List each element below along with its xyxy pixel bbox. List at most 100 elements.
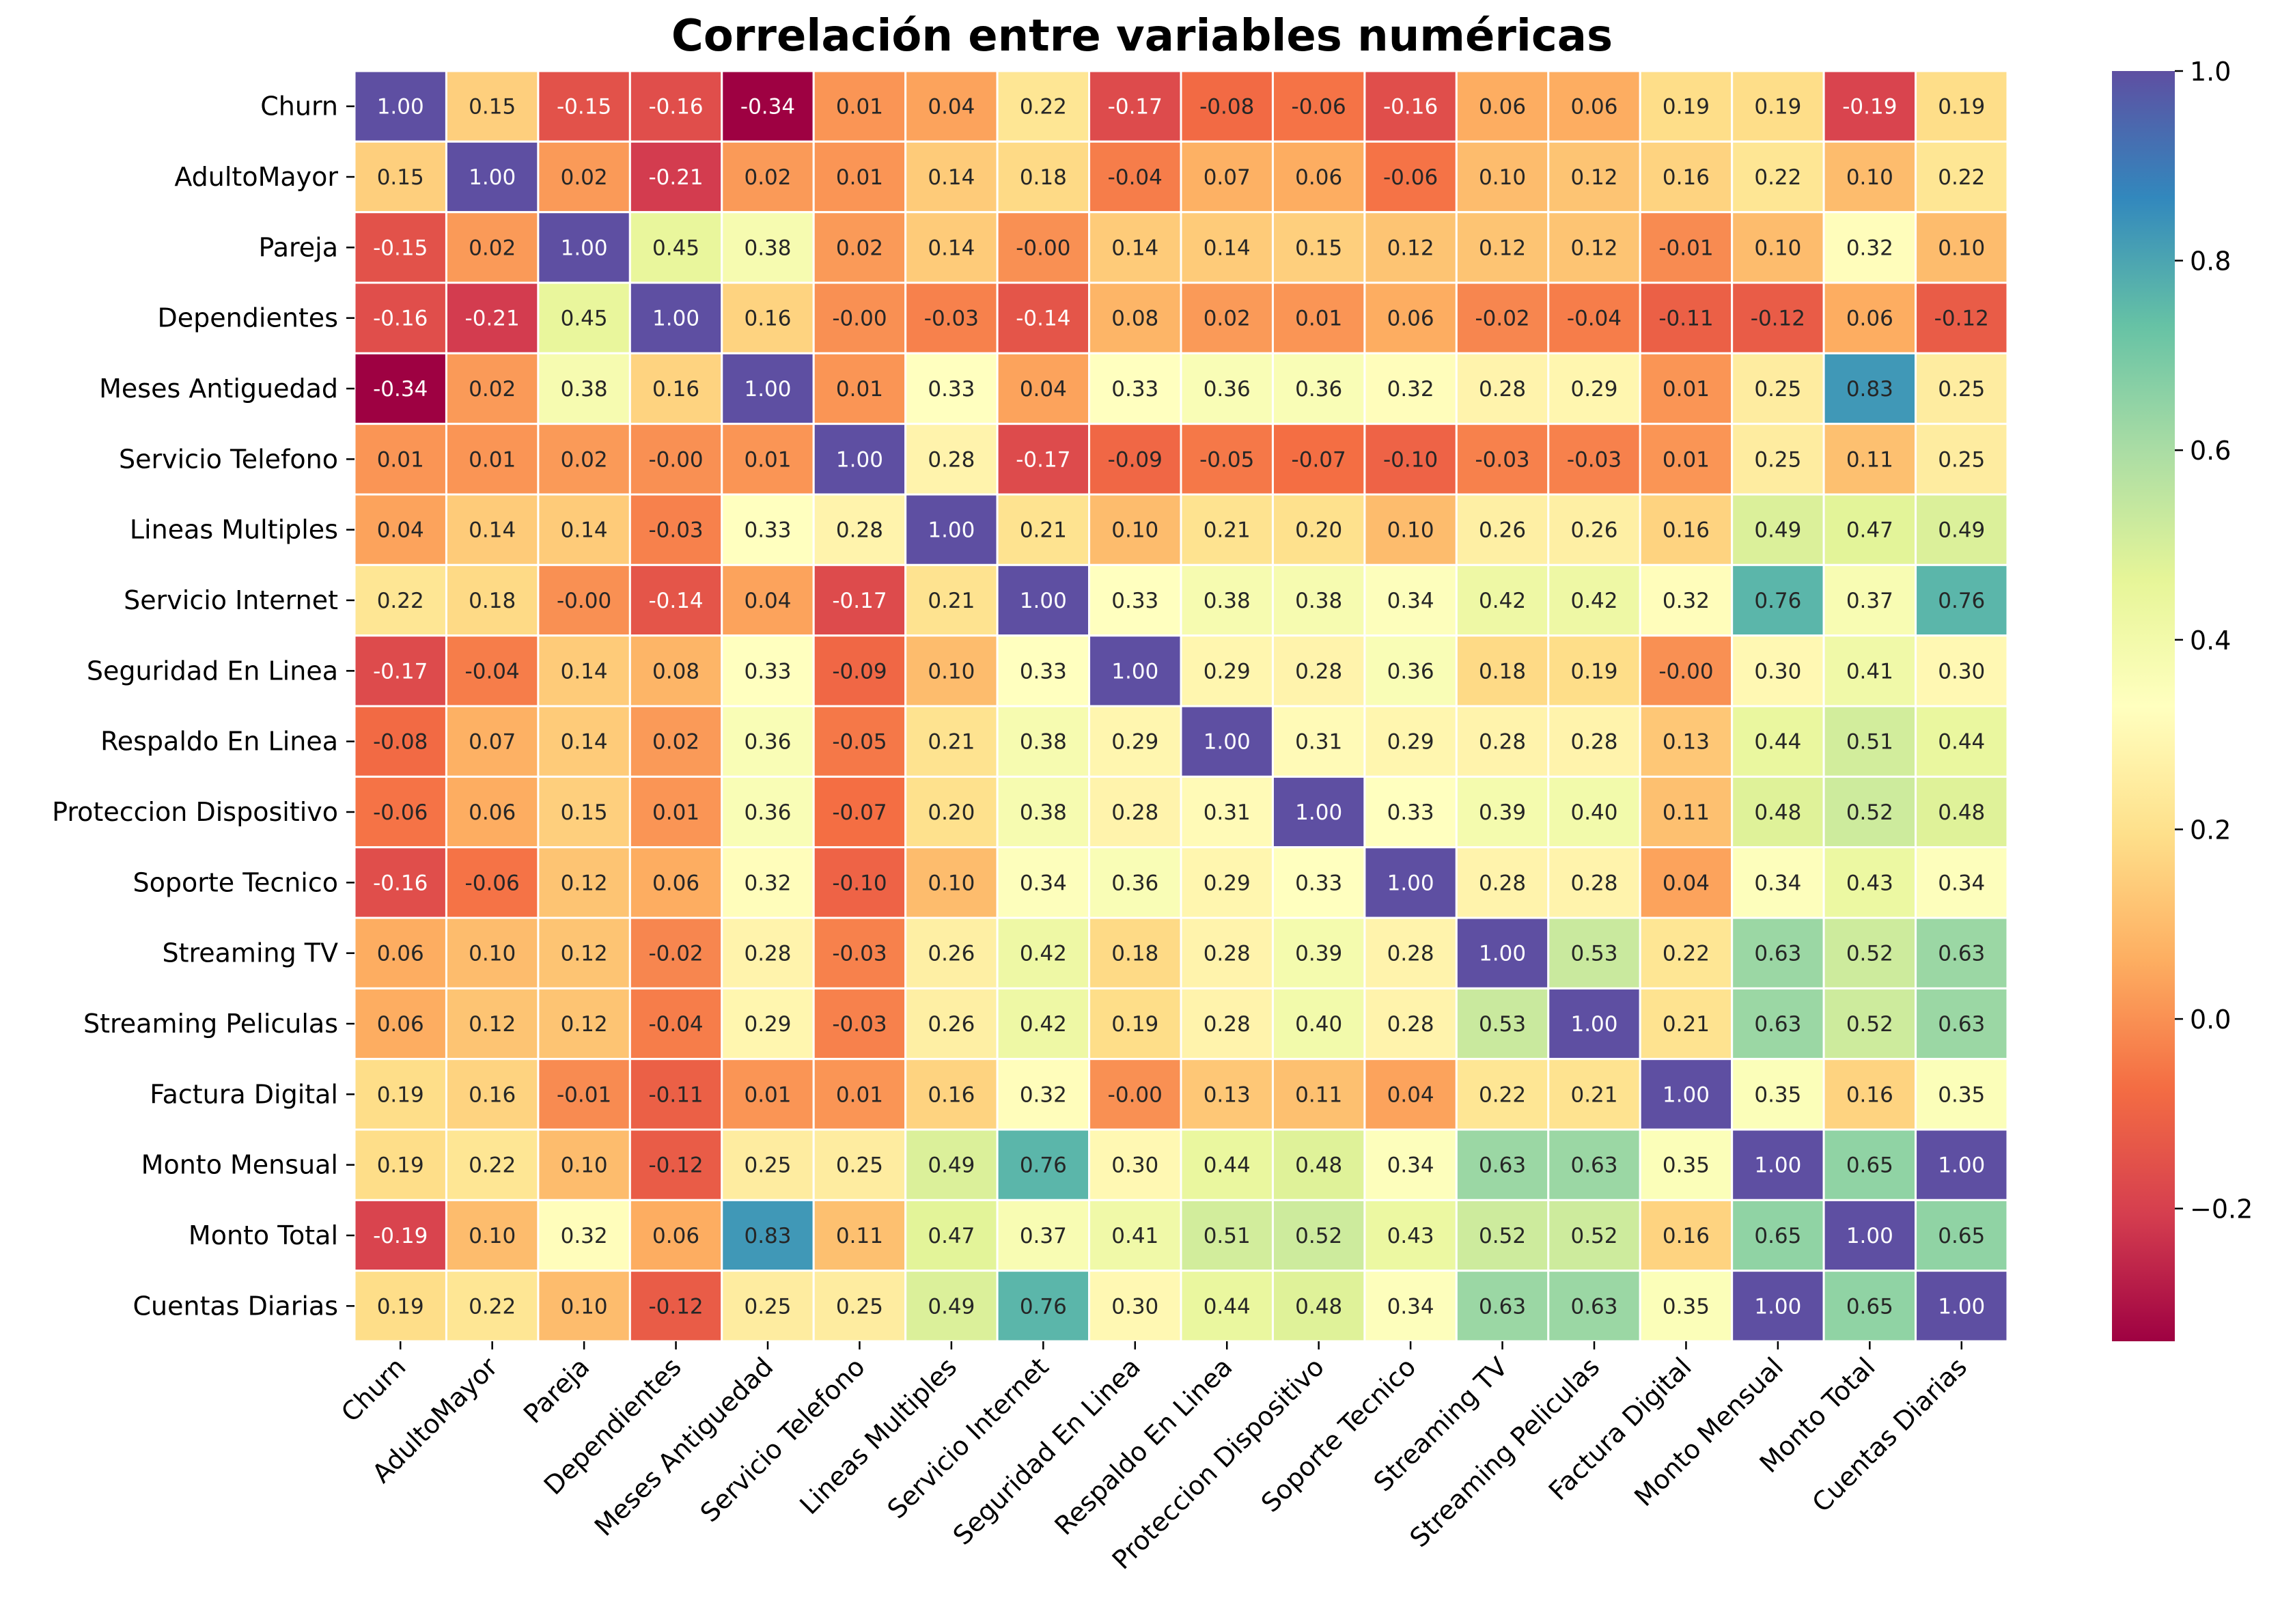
y-tick-label: Lineas Multiples [130,515,338,545]
cell-value-label: 0.36 [1204,377,1251,402]
cell-value-label: 0.19 [1754,95,1801,120]
cell-value-label: 0.32 [561,1224,608,1248]
cell-value-label: 0.33 [928,377,975,402]
cell-value-label: 0.10 [928,659,975,684]
heatmap-cell [1822,563,1917,637]
heatmap-cell [1639,493,1734,566]
cell-value-label: 0.02 [652,730,699,755]
y-tick-label: Pareja [258,232,338,262]
cell-value-label: 0.33 [744,659,791,684]
cell-value-label: 0.02 [1204,307,1251,331]
heatmap-cell [1915,70,2009,143]
cell-value-label: 0.01 [836,165,883,190]
heatmap-cell [445,140,540,214]
heatmap-cell [1271,1199,1366,1272]
cell-value-label: 1.00 [469,165,516,190]
cell-value-label: 0.52 [1846,942,1893,966]
cell-value-label: -0.21 [648,165,703,190]
y-tick-label: Monto Mensual [141,1150,338,1180]
heatmap-cell [721,634,815,708]
heatmap-cell [1731,775,1825,849]
heatmap-cell [1639,423,1734,496]
cell-value-label: 0.12 [469,1012,516,1037]
cell-value-label: 0.33 [1295,871,1342,895]
cell-value-label: 0.63 [1938,1012,1985,1037]
colorbar-tick-label: −0.2 [2190,1194,2253,1224]
heatmap-cell [1455,423,1550,496]
cell-value-label: 0.19 [1663,95,1710,120]
cell-value-label: -0.17 [1016,447,1070,472]
cell-value-label: 0.52 [1846,1012,1893,1037]
heatmap-cell [1547,70,1641,143]
cell-value-label: 0.29 [744,1012,791,1037]
heatmap-cell [1639,775,1734,849]
cell-value-label: 0.28 [1479,377,1526,402]
cell-value-label: 0.14 [561,730,608,755]
heatmap-cell [1180,846,1274,919]
cell-value-label: 0.38 [1020,800,1067,825]
cell-value-label: 0.21 [928,589,975,613]
heatmap-cell [904,634,999,708]
cell-value-label: 0.39 [1295,942,1342,966]
heatmap-cell [1731,987,1825,1061]
cell-value-label: 0.10 [1111,518,1158,543]
heatmap-cell [353,211,447,284]
cell-value-label: 0.19 [1938,95,1985,120]
cell-value-label: -0.02 [1475,307,1529,331]
cell-value-label: -0.11 [1658,307,1713,331]
cell-value-label: 0.22 [469,1294,516,1319]
cell-value-label: -0.01 [1658,236,1713,260]
heatmap-cell [996,423,1091,496]
cell-value-label: -0.14 [1016,307,1070,331]
y-tick-label: AdultoMayor [174,162,338,192]
cell-value-label: 0.14 [928,236,975,260]
heatmap-cell [1271,1058,1366,1131]
cell-value-label: -0.03 [832,1012,887,1037]
heatmap-cell [445,1128,540,1201]
cell-value-label: 0.51 [1204,1224,1251,1248]
heatmap-cell [1822,1199,1917,1272]
cell-value-label: 1.00 [1754,1153,1801,1178]
cell-value-label: -0.05 [1199,447,1254,472]
cell-value-label: 0.28 [928,447,975,472]
cell-value-label: -0.34 [740,95,795,120]
cell-value-label: 0.06 [377,1012,424,1037]
cell-value-label: 0.13 [1663,730,1710,755]
heatmap-cell [1547,846,1641,919]
heatmap-cell [1547,705,1641,778]
heatmap-cell [537,1199,631,1272]
heatmap-cell [1455,211,1550,284]
heatmap-cell [904,775,999,849]
heatmap-cell [1180,493,1274,566]
cell-value-label: 0.02 [561,165,608,190]
cell-value-label: 0.28 [1387,1012,1434,1037]
heatmap-cell [996,1058,1091,1131]
heatmap-cell [1731,1270,1825,1343]
cell-value-label: -0.12 [648,1153,703,1178]
cell-value-label: 0.02 [469,236,516,260]
cell-value-label: 0.26 [928,1012,975,1037]
cell-value-label: -0.00 [1016,236,1070,260]
heatmap-cell [1547,916,1641,990]
cell-value-label: -0.07 [832,800,887,825]
heatmap-cell [1822,987,1917,1061]
cell-value-label: 0.29 [1570,377,1617,402]
cell-value-label: 0.08 [652,659,699,684]
cell-value-label: 0.16 [744,307,791,331]
cell-value-label: 1.00 [1204,730,1251,755]
heatmap-cell [1915,140,2009,214]
cell-value-label: 0.02 [469,377,516,402]
cell-value-label: 0.02 [744,165,791,190]
cell-value-label: 0.19 [377,1082,424,1107]
cell-value-label: 0.14 [928,165,975,190]
heatmap-cell [1455,352,1550,425]
heatmap-cell [1822,634,1917,708]
colorbar: −0.2 0.0 0.2 0.4 0.6 0.8 1.0 [2112,57,2253,1341]
heatmap-cell [1455,987,1550,1061]
cell-value-label: 0.30 [1111,1153,1158,1178]
heatmap-cell [812,563,907,637]
cell-value-label: 0.06 [652,1224,699,1248]
cell-value-label: 0.04 [744,589,791,613]
cell-value-label: -0.15 [373,236,428,260]
cell-value-label: 0.25 [1754,447,1801,472]
